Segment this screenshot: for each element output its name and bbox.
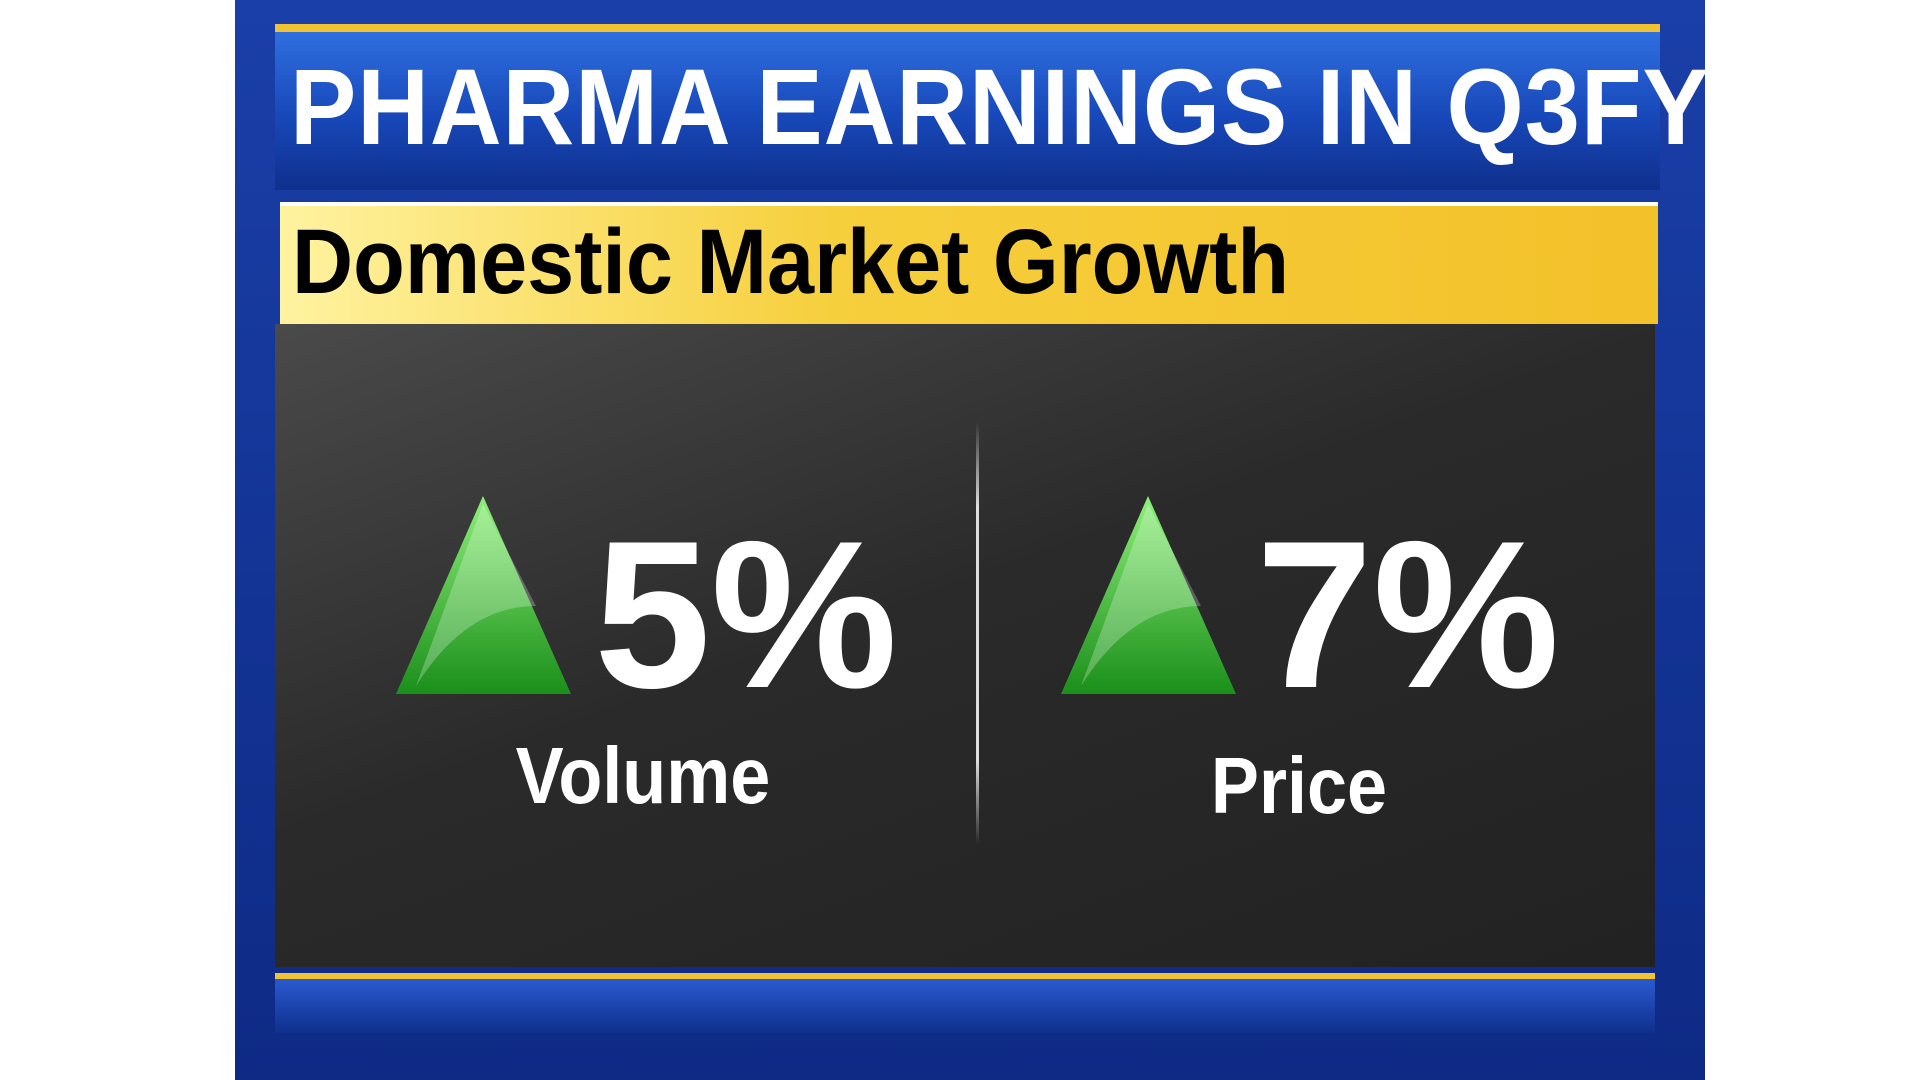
metric-label: Volume <box>515 731 771 820</box>
title-bar <box>275 24 1660 190</box>
up-arrow <box>396 496 571 694</box>
up-arrow <box>1061 496 1236 694</box>
title: PHARMA EARNINGS IN Q3FY23 <box>290 46 1823 167</box>
subtitle-bar <box>280 202 1658 324</box>
bottom-bar <box>275 973 1655 1033</box>
subtitle: Domestic Market Growth <box>292 211 1290 313</box>
divider <box>976 422 979 845</box>
metric-label: Price <box>1210 741 1388 830</box>
metric-value: 5% <box>594 497 898 732</box>
metric-value: 7% <box>1256 497 1560 732</box>
